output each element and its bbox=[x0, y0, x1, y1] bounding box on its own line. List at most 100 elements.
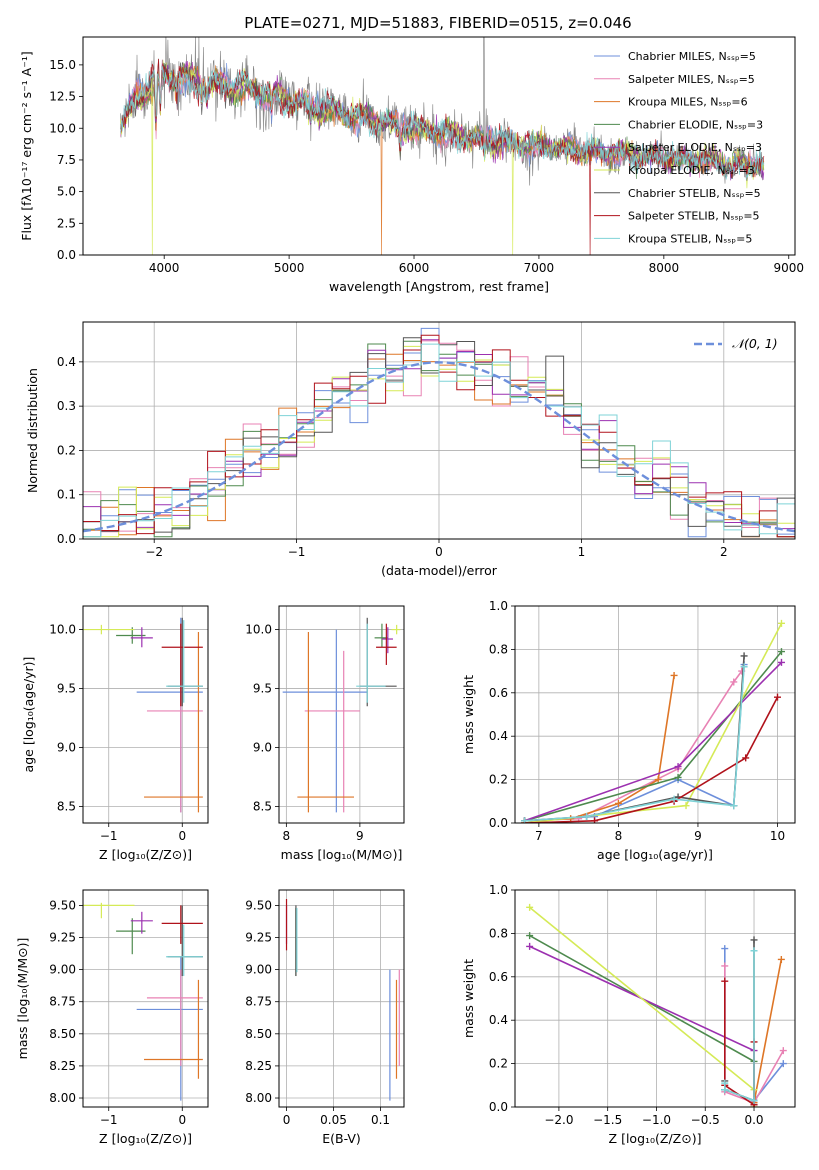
x-axis-label: (data-model)/error bbox=[381, 563, 498, 578]
x-tick-label: 0 bbox=[435, 545, 443, 559]
normal-reference-curve bbox=[83, 361, 795, 533]
errorbar-point-7 bbox=[161, 905, 203, 944]
weight-marker bbox=[750, 936, 758, 944]
weight-marker bbox=[721, 977, 729, 985]
y-tick-label: 0.6 bbox=[489, 970, 508, 984]
weight-series-1 bbox=[521, 667, 746, 823]
legend-label: Chabrier MILES, Nₛₛₚ=5 bbox=[628, 50, 756, 63]
x-axis-label: Z [log₁₀(Z/Z⊙)] bbox=[99, 1131, 192, 1146]
x-tick-label: −0.5 bbox=[691, 1113, 720, 1127]
errorbar-point-8 bbox=[166, 620, 203, 703]
weight-line bbox=[529, 945, 755, 1105]
y-tick-label: 9.25 bbox=[49, 931, 76, 945]
y-tick-label: 0.4 bbox=[489, 729, 508, 743]
y-tick-label: 0.0 bbox=[57, 248, 76, 262]
y-tick-label: 8.50 bbox=[49, 1027, 76, 1041]
x-tick-label: 7000 bbox=[524, 261, 555, 275]
errorbar-point-8 bbox=[356, 623, 386, 703]
legend-label: Chabrier ELODIE, Nₛₛₚ=3 bbox=[628, 118, 763, 131]
x-tick-label: 8 bbox=[283, 829, 291, 843]
x-tick-label: 0.0 bbox=[744, 1113, 763, 1127]
weight-series-0 bbox=[521, 661, 748, 823]
y-tick-label: 9.50 bbox=[245, 898, 272, 912]
y-tick-label: 0.4 bbox=[489, 1013, 508, 1027]
weight-marker bbox=[526, 942, 534, 950]
histogram-8 bbox=[83, 343, 795, 539]
x-tick-label: 1 bbox=[578, 545, 586, 559]
weight-marker bbox=[654, 776, 662, 784]
y-tick-label: 0.6 bbox=[489, 686, 508, 700]
errorbar-point-7 bbox=[161, 623, 203, 707]
axes-frame bbox=[514, 889, 796, 1108]
weight-line bbox=[524, 664, 745, 822]
y-axis-label: Flux [fλ10⁻¹⁷ erg cm⁻² s⁻¹ A⁻¹] bbox=[19, 51, 34, 240]
weight-marker bbox=[591, 817, 599, 823]
y-tick-label: 0.8 bbox=[489, 642, 508, 656]
errorbar-point-7 bbox=[376, 623, 397, 665]
legend: Chabrier MILES, Nₛₛₚ=5 Salpeter MILES, Nₛ… bbox=[594, 50, 763, 245]
x-tick-label: −1.0 bbox=[642, 1113, 671, 1127]
plot-area bbox=[83, 902, 203, 1101]
x-tick-label: 4000 bbox=[149, 261, 180, 275]
weight-line bbox=[524, 666, 745, 822]
x-tick-label: 0 bbox=[178, 829, 186, 843]
x-axis-label: age [log₁₀(age/yr)] bbox=[597, 847, 713, 862]
errorbar-point-3 bbox=[374, 623, 388, 648]
y-tick-label: 9.50 bbox=[49, 898, 76, 912]
legend-label: Salpeter STELIB, Nₛₛₚ=5 bbox=[628, 210, 760, 223]
weight-marker bbox=[742, 754, 750, 762]
errorbar-point-1 bbox=[146, 969, 203, 1066]
y-axis-label: mass weight bbox=[461, 959, 476, 1038]
errorbar-point-6 bbox=[167, 617, 203, 707]
x-axis-label: E(B-V) bbox=[322, 1131, 361, 1146]
y-tick-label: 0.2 bbox=[489, 773, 508, 787]
x-tick-label: 8 bbox=[615, 829, 623, 843]
y-tick-label: 10.0 bbox=[245, 623, 272, 637]
weight-marker bbox=[526, 932, 534, 940]
weight-marker bbox=[779, 1047, 787, 1055]
y-tick-label: 9.0 bbox=[253, 741, 272, 755]
y-tick-label: 8.25 bbox=[245, 1059, 272, 1073]
panel-age_vs_Z: −1 0 8.5 9.0 9.5 10.0 Z [log₁₀(Z/Z⊙)] age [log₁… bbox=[21, 605, 209, 862]
y-tick-label: 8.50 bbox=[245, 1027, 272, 1041]
x-tick-label: −1 bbox=[100, 1113, 118, 1127]
x-tick-label: 0 bbox=[283, 1113, 291, 1127]
axes-frame bbox=[514, 605, 796, 824]
errorbar-point-3 bbox=[116, 918, 146, 955]
errorbar-point-5 bbox=[391, 624, 401, 635]
axes-frame bbox=[82, 889, 209, 1108]
errorbar-point-5 bbox=[83, 902, 135, 919]
weight-marker bbox=[721, 1079, 729, 1087]
y-tick-label: 8.00 bbox=[49, 1091, 76, 1105]
weight-series-8 bbox=[521, 663, 748, 823]
x-tick-label: 9 bbox=[356, 829, 364, 843]
weight-series-7 bbox=[521, 693, 781, 823]
x-tick-label: 9 bbox=[694, 829, 702, 843]
panel-residuals: −2 −1 0 1 2 0.0 0.1 0.2 0.3 0.4 (data-model)/error… bbox=[25, 321, 796, 578]
errorbar-point-6 bbox=[167, 905, 203, 977]
weight-marker bbox=[777, 648, 785, 656]
x-tick-label: 9000 bbox=[773, 261, 804, 275]
errorbar-point-2 bbox=[297, 631, 354, 813]
y-tick-label: 1.0 bbox=[489, 883, 508, 897]
weight-marker bbox=[526, 903, 534, 911]
y-tick-label: 0.0 bbox=[57, 532, 76, 546]
weight-marker bbox=[670, 671, 678, 679]
plot-area bbox=[521, 619, 785, 823]
figure-title: PLATE=0271, MJD=51883, FIBERID=0515, z=0… bbox=[244, 14, 631, 32]
axes-frame bbox=[278, 605, 405, 824]
plot-area bbox=[120, 37, 765, 255]
weight-marker bbox=[730, 802, 738, 810]
legend-label: Salpeter ELODIE, Nₛₛₚ=3 bbox=[628, 141, 762, 154]
x-tick-label: 10 bbox=[770, 829, 785, 843]
x-tick-label: 6000 bbox=[399, 261, 430, 275]
x-tick-label: −2 bbox=[145, 545, 163, 559]
y-tick-label: 9.00 bbox=[245, 963, 272, 977]
weight-marker bbox=[682, 802, 690, 810]
x-tick-label: 2 bbox=[720, 545, 728, 559]
histogram-7 bbox=[83, 334, 795, 539]
y-tick-label: 0.2 bbox=[489, 1057, 508, 1071]
weight-marker bbox=[674, 763, 682, 771]
y-tick-label: 9.5 bbox=[253, 682, 272, 696]
model-spectrum-8 bbox=[120, 66, 765, 180]
